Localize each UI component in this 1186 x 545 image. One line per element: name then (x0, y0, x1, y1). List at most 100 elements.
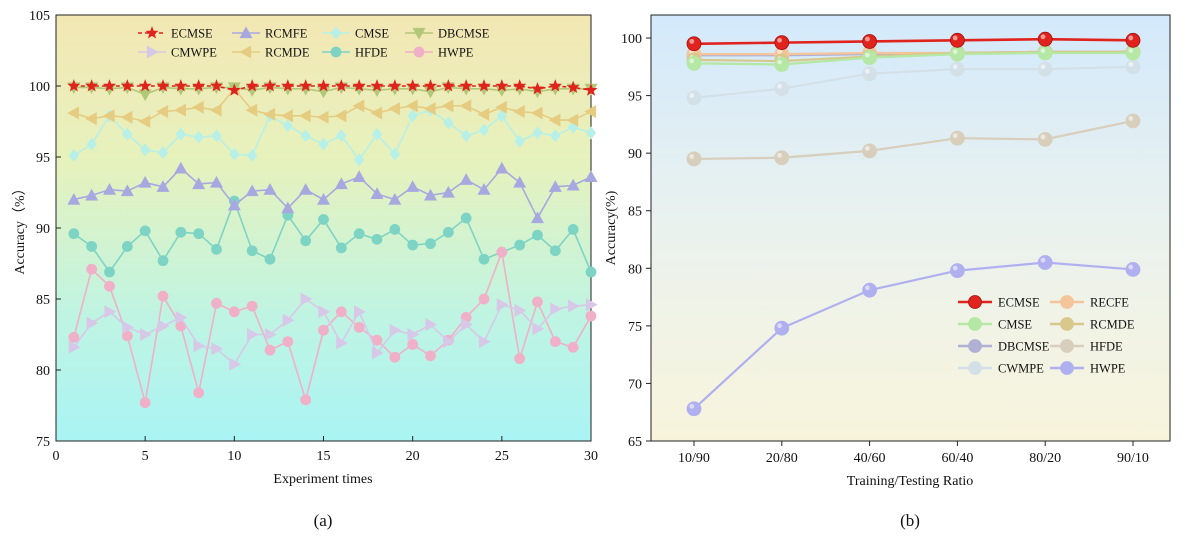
legend-marker-b (968, 317, 982, 331)
x-axis-label-b: Training/Testing Ratio (847, 474, 973, 489)
panel-label-b: (b) (900, 511, 920, 530)
point-a-rcmfe (209, 175, 224, 188)
point-b-ecmse (1125, 32, 1141, 48)
legend-label-a: HFDE (355, 46, 388, 60)
point-a-hwpe (496, 246, 508, 258)
point-a-ecmse (548, 79, 562, 92)
point-a-cmwpe (496, 298, 509, 312)
point-highlight-b (865, 146, 870, 151)
x-tick-label-b: 80/20 (1029, 451, 1061, 466)
point-a-rcmde (548, 113, 561, 127)
point-a-rcmfe (102, 183, 117, 195)
series-b-hwpe (686, 255, 1141, 417)
point-a-ecmse (530, 81, 545, 95)
point-a-rcmde (299, 109, 311, 123)
y-tick-label-a: 85 (36, 293, 50, 308)
point-a-rcmfe (406, 180, 420, 192)
point-a-hfde (318, 214, 329, 225)
point-b-cmse (1037, 45, 1053, 61)
point-highlight-b (952, 265, 958, 271)
point-highlight-b (952, 133, 958, 139)
point-a-cmse (193, 130, 204, 144)
point-a-cmwpe (229, 357, 241, 371)
point-a-hfde (211, 243, 222, 255)
point-a-cmse (496, 109, 508, 123)
legend-label-a: CMWPE (171, 46, 217, 60)
point-a-rcmde (566, 113, 579, 127)
point-a-hwpe (532, 296, 543, 308)
point-a-cmwpe (514, 303, 527, 317)
point-highlight-b (777, 37, 782, 43)
point-a-ecmse (370, 79, 384, 92)
x-tick-label-a: 0 (53, 449, 60, 464)
point-a-hfde (585, 266, 597, 278)
legend-a: ECMSE RCMFE CMSE DBCMSE CMWPE RCMDE HFDE HWPE (138, 26, 490, 60)
point-a-rcmfe (584, 170, 598, 182)
point-a-rcmde (513, 105, 525, 119)
point-a-hfde (300, 235, 312, 247)
point-highlight-b (952, 64, 958, 70)
point-a-rcmde (281, 109, 293, 123)
point-a-rcmde (406, 99, 418, 113)
point-highlight-b (1040, 134, 1046, 140)
legend-marker-a (413, 46, 425, 58)
y-tick-label-a: 90 (36, 222, 50, 237)
point-a-ecmse (245, 79, 259, 92)
legend-marker-b (968, 339, 982, 353)
point-a-ecmse (102, 79, 117, 92)
point-a-cmwpe (354, 305, 366, 319)
point-a-cmwpe (425, 318, 438, 332)
point-a-ecmse (316, 79, 331, 92)
point-a-cmwpe (211, 342, 224, 356)
point-a-rcmfe (388, 192, 402, 205)
y-tick-label-b: 90 (628, 147, 642, 162)
point-a-cmse (389, 147, 401, 161)
x-tick-label-b: 90/10 (1117, 451, 1149, 466)
point-a-cmwpe (407, 327, 420, 342)
point-a-rcmfe (192, 177, 206, 190)
panel-b: 10/90 20/80 40/60 60/40 80/20 90/10 65 70 75 80 85… (604, 14, 1171, 530)
point-highlight-b (1040, 257, 1046, 263)
point-a-ecmse (227, 83, 241, 96)
x-axis-label-a: Experiment times (273, 472, 372, 487)
point-a-rcmde (174, 103, 186, 117)
point-b-cwmpe (1125, 59, 1141, 75)
legend-item-a-rcmfe: RCMFE (232, 26, 308, 41)
line-b-ecmse (693, 37, 1134, 46)
point-b-ecmse (950, 32, 965, 48)
point-highlight-b (777, 323, 782, 329)
legend-label-b: DBCMSE (998, 340, 1050, 354)
point-a-cmse (229, 147, 240, 161)
point-highlight-b (777, 83, 782, 89)
point-b-cwmpe (774, 81, 790, 97)
point-highlight-b (689, 58, 695, 64)
point-a-rcmfe (174, 161, 188, 174)
point-a-rcmfe (156, 180, 170, 192)
line-b-hfde (693, 119, 1134, 161)
point-a-rcmde (423, 102, 436, 116)
point-a-rcmde (370, 106, 383, 120)
point-a-ecmse (138, 79, 152, 92)
point-b-hwpe (774, 320, 790, 336)
y-axis-label-b: Accuracy(%) (604, 190, 619, 265)
legend-item-a-dbcmse: DBCMSE (405, 27, 490, 41)
legend-label-a: DBCMSE (438, 27, 490, 41)
x-tick-label-b: 20/80 (766, 451, 798, 466)
point-b-ecmse (686, 36, 702, 52)
point-a-rcmfe (245, 184, 259, 197)
legend-marker-b (1060, 361, 1074, 375)
legend-label-b: RECFE (1090, 296, 1129, 310)
y-tick-label-b: 70 (628, 377, 642, 392)
legend-item-a-cmwpe: CMWPE (138, 45, 217, 60)
point-a-ecmse (459, 79, 473, 92)
point-a-cmse (86, 137, 97, 151)
legend-label-b: HWPE (1090, 362, 1126, 376)
point-highlight-b (1040, 34, 1046, 40)
point-a-rcmde (530, 106, 543, 120)
legend-item-b-dbcmse: DBCMSE (958, 339, 1050, 354)
point-a-rcmfe (459, 173, 473, 185)
point-a-hwpe (157, 290, 169, 302)
series-a-ecmse (67, 79, 598, 96)
point-a-hfde (335, 242, 347, 254)
